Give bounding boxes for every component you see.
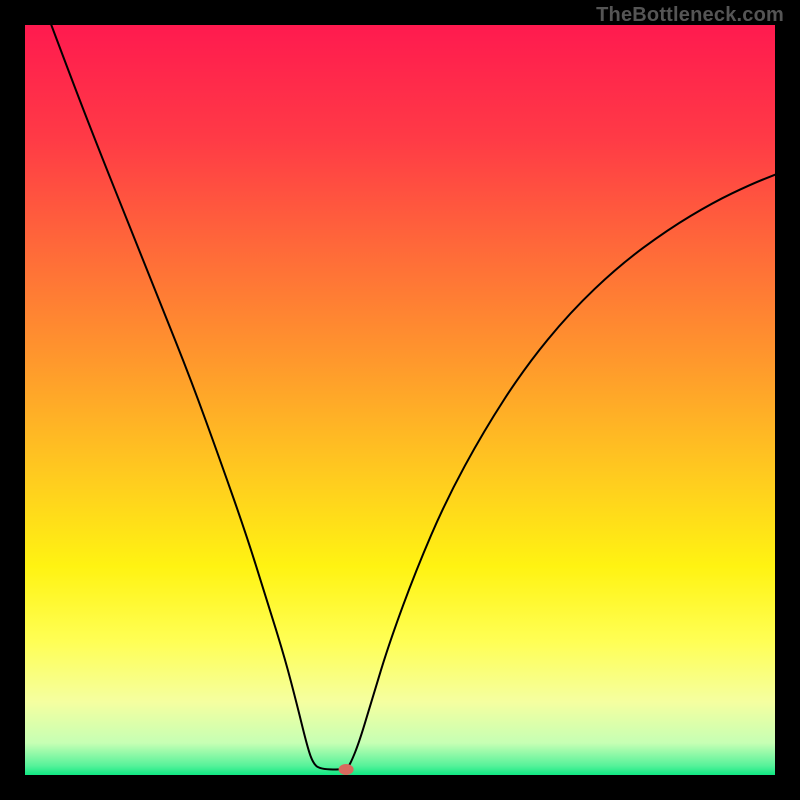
frame-border [0,0,25,800]
bottleneck-chart [0,0,800,800]
frame-border [775,0,800,800]
chart-container: TheBottleneck.com [0,0,800,800]
optimal-point-marker [339,764,353,774]
watermark-text: TheBottleneck.com [596,4,784,27]
chart-background [25,25,777,777]
frame-border [0,775,800,800]
